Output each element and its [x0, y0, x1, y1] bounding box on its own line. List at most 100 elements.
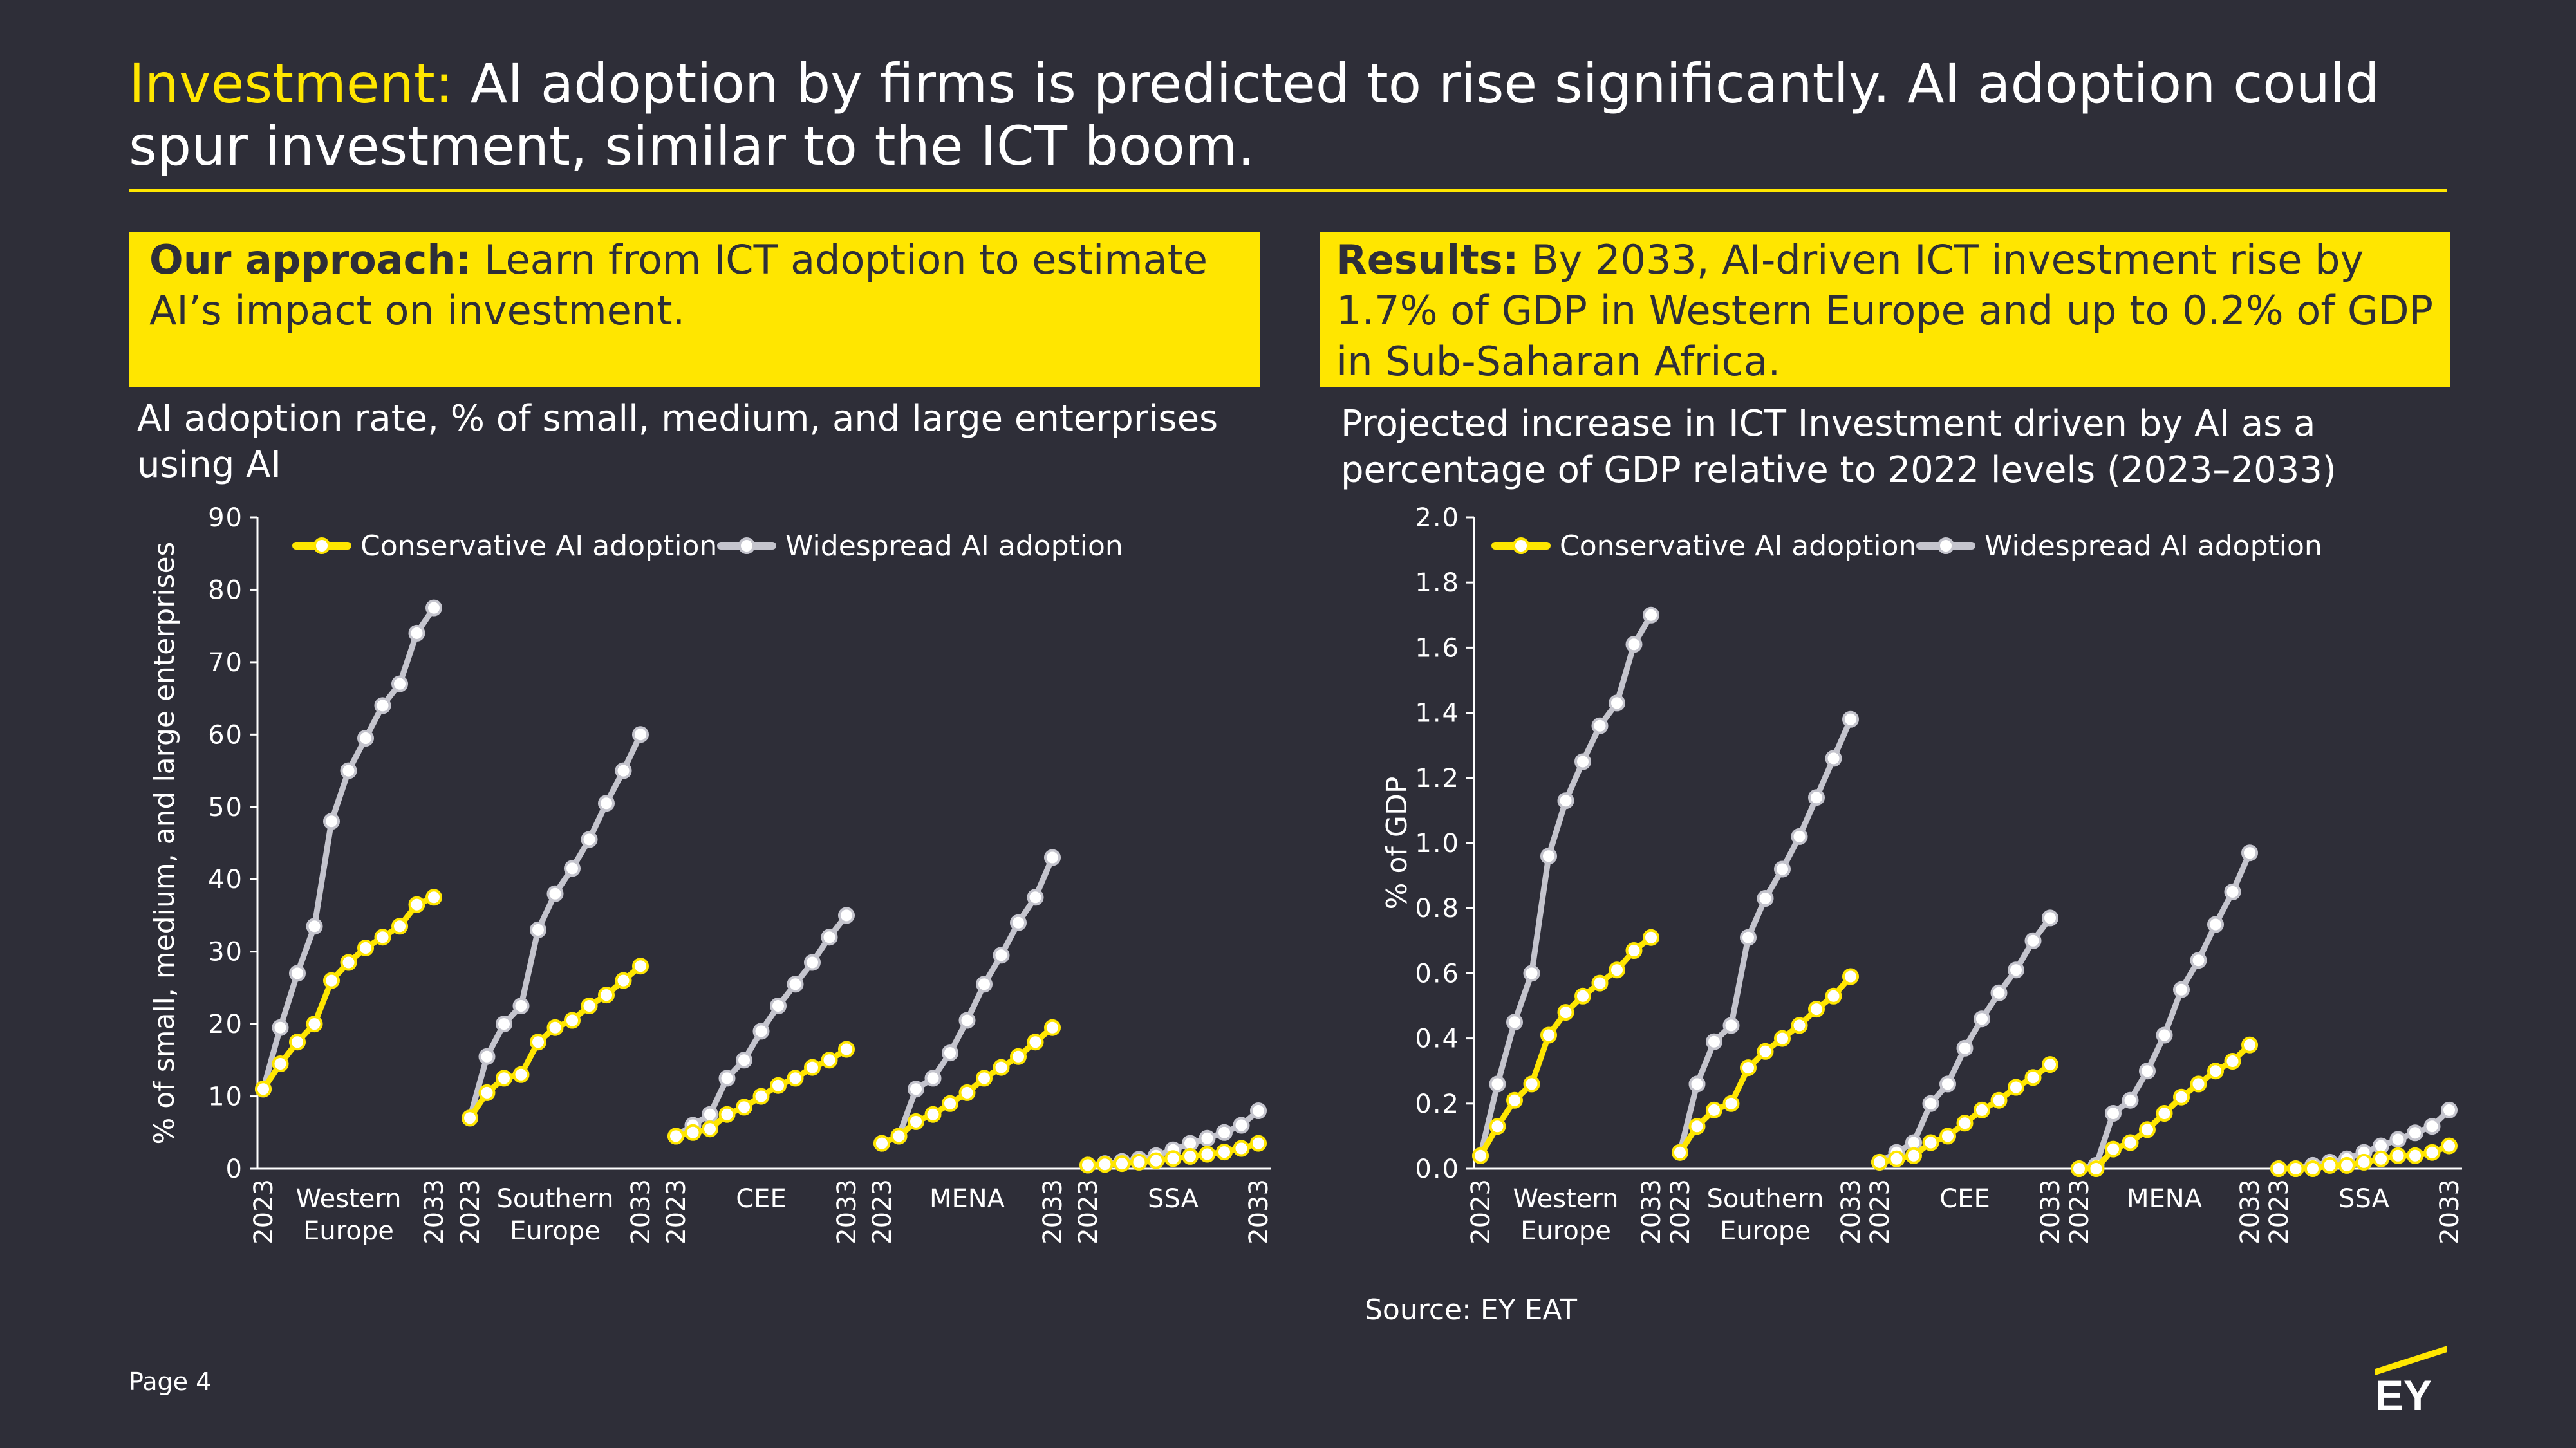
- right-conservative-point: [1706, 1101, 1722, 1118]
- left-legend-conservative-marker: [313, 537, 330, 554]
- right-conservative-point: [1506, 1091, 1523, 1109]
- left-widespread-point: [564, 860, 581, 877]
- right-widespread-point: [2024, 932, 2042, 949]
- right-conservative-point: [1489, 1118, 1506, 1135]
- left-conservative-point: [1130, 1153, 1148, 1171]
- left-group-label: MENA: [929, 1184, 1005, 1214]
- right-y-tick-label: 1.6: [1415, 633, 1460, 663]
- left-conservative-point: [1164, 1150, 1182, 1167]
- left-widespread-point: [598, 795, 615, 812]
- right-widespread-point: [2441, 1101, 2458, 1118]
- right-conservative-point: [2423, 1144, 2441, 1161]
- left-widespread-point: [340, 762, 357, 779]
- left-widespread-point: [838, 907, 855, 924]
- left-conservative-point: [530, 1034, 546, 1051]
- right-year-label: 2023: [2264, 1179, 2294, 1245]
- page-number: Page 4: [129, 1368, 212, 1396]
- right-widespread-point: [1939, 1075, 1956, 1093]
- right-widespread-point: [2105, 1105, 2122, 1122]
- left-group-label: Europe: [510, 1216, 601, 1246]
- right-conservative-point: [2087, 1160, 2105, 1177]
- right-widespread-point: [1842, 710, 1859, 728]
- right-widespread-point: [1591, 717, 1609, 734]
- left-widespread-point: [512, 998, 530, 1014]
- left-conservative-point: [958, 1084, 976, 1101]
- left-year-label: 2023: [1074, 1179, 1103, 1245]
- adoption-rate-chart: 0 10 20 30 40 50 60 70 80 90 % of small, medium, a…: [148, 503, 1274, 1246]
- right-conservative-point: [1643, 929, 1659, 946]
- left-conservative-point: [838, 1041, 855, 1058]
- left-conservative-point: [546, 1019, 564, 1036]
- left-widespread-point: [1199, 1129, 1216, 1147]
- left-year-label: 2023: [868, 1179, 897, 1245]
- right-y-tick-label: 0.8: [1415, 894, 1460, 924]
- left-conservative-point: [787, 1070, 804, 1087]
- right-year-label: 2033: [2435, 1179, 2465, 1245]
- right-widespread-point: [2008, 961, 2024, 979]
- right-conservative-point: [2389, 1147, 2407, 1164]
- left-conservative-point: [752, 1088, 770, 1105]
- ey-logo: EY: [2375, 1346, 2447, 1413]
- right-group-label: SSA: [2338, 1184, 2390, 1214]
- results-box: Results: By 2033, AI-driven ICT investme…: [1320, 232, 2450, 387]
- right-widespread-point: [1625, 636, 1643, 653]
- left-conservative-point: [374, 929, 391, 946]
- left-conservative-point: [908, 1113, 924, 1130]
- left-conservative-point: [993, 1059, 1010, 1076]
- right-widespread-point: [1808, 789, 1825, 806]
- left-y-tick-label: 0: [226, 1155, 243, 1184]
- left-legend-widespread-label: Widespread AI adoption: [785, 530, 1123, 562]
- right-conservative-point: [2338, 1156, 2355, 1174]
- right-widespread-point: [1523, 965, 1540, 982]
- left-conservative-point: [821, 1052, 838, 1069]
- right-conservative-point: [1540, 1026, 1557, 1044]
- right-conservative-point: [1591, 974, 1609, 992]
- approach-label: Our approach:: [149, 236, 472, 283]
- right-conservative-point: [2008, 1079, 2024, 1096]
- right-legend-widespread-label: Widespread AI adoption: [1984, 530, 2322, 562]
- left-conservative-point: [306, 1016, 323, 1033]
- left-y-tick-label: 20: [208, 1010, 243, 1039]
- left-conservative-point: [323, 972, 340, 989]
- right-conservative-point: [2173, 1088, 2190, 1106]
- right-widespread-point: [1506, 1014, 1523, 1031]
- left-conservative-point: [684, 1124, 702, 1141]
- left-widespread-point: [804, 954, 821, 971]
- left-conservative-point: [425, 889, 442, 906]
- right-conservative-point: [2105, 1140, 2122, 1158]
- left-widespread-point: [942, 1044, 958, 1062]
- right-conservative-point: [1825, 987, 1842, 1005]
- right-widespread-point: [1774, 860, 1791, 878]
- left-group-label: Europe: [303, 1216, 394, 1246]
- right-widespread-point: [2207, 916, 2224, 933]
- right-conservative-point: [1990, 1091, 2008, 1109]
- right-year-label: 2023: [2065, 1179, 2095, 1245]
- right-conservative-point: [1888, 1150, 1905, 1167]
- left-conservative-point: [408, 896, 425, 913]
- left-widespread-point: [289, 965, 306, 982]
- right-y-tick-label: 1.2: [1415, 764, 1460, 794]
- right-conservative-point: [2241, 1036, 2258, 1054]
- right-widespread-point: [2423, 1118, 2441, 1135]
- right-conservative-point: [2321, 1156, 2338, 1174]
- left-group-label: Western: [295, 1184, 401, 1214]
- left-widespread-point: [736, 1052, 752, 1069]
- left-conservative-point: [702, 1120, 718, 1138]
- approach-text: Learn from ICT adoption to estimate AI’s…: [149, 236, 1208, 334]
- title-text: AI adoption by firms is predicted to ris…: [129, 52, 2380, 178]
- right-year-label: 2033: [1637, 1179, 1666, 1245]
- left-widespread-point: [374, 697, 391, 714]
- left-widespread-point: [1027, 889, 1044, 906]
- right-conservative-point: [1791, 1017, 1808, 1034]
- right-year-label: 2023: [1666, 1179, 1695, 1245]
- right-conservative-point: [1939, 1128, 1956, 1145]
- left-conservative-point: [1148, 1152, 1164, 1169]
- right-y-tick-label: 1.0: [1415, 829, 1460, 859]
- left-widespread-point: [1010, 914, 1027, 931]
- right-conservative-point: [1523, 1075, 1540, 1093]
- right-conservative-point: [1808, 1001, 1825, 1018]
- right-group-label: Europe: [1520, 1216, 1611, 1246]
- left-year-label: 2033: [832, 1179, 862, 1245]
- right-y-tick-label: 2.0: [1415, 503, 1460, 533]
- ey-logo-text: EY: [2375, 1371, 2432, 1413]
